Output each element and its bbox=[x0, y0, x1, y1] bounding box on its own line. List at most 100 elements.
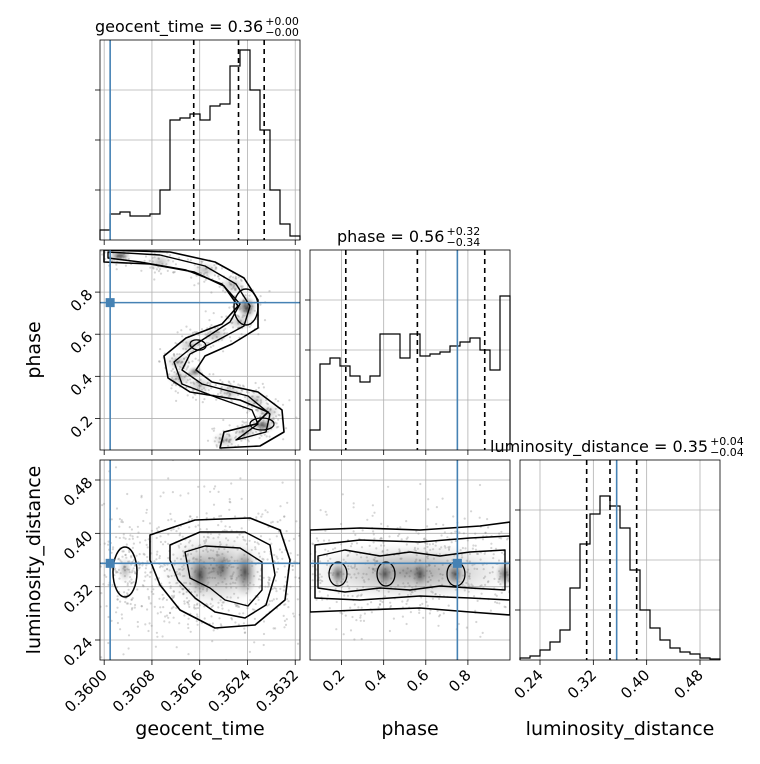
sample-point bbox=[254, 602, 257, 606]
sample-point bbox=[276, 557, 279, 560]
sample-point bbox=[210, 324, 213, 327]
sample-point bbox=[187, 617, 190, 620]
sample-point bbox=[641, 580, 643, 582]
sample-point bbox=[429, 609, 432, 612]
sample-point bbox=[457, 622, 460, 626]
sample-point bbox=[146, 555, 149, 559]
sample-point bbox=[131, 537, 134, 540]
sample-point bbox=[495, 594, 498, 598]
sample-point bbox=[146, 546, 149, 549]
sample-point bbox=[478, 516, 481, 519]
sample-point bbox=[301, 592, 303, 594]
sample-point bbox=[306, 512, 308, 514]
sample-point bbox=[147, 597, 151, 600]
histogram-panel-phase bbox=[305, 249, 511, 455]
sample-point bbox=[111, 548, 114, 551]
sample-point bbox=[145, 511, 148, 514]
sample-point bbox=[418, 611, 421, 615]
sample-point bbox=[172, 528, 175, 531]
error-minus-luminosity_distance: −0.04 bbox=[710, 446, 744, 459]
sample-point bbox=[170, 594, 174, 598]
sample-point bbox=[496, 601, 499, 605]
sample-point bbox=[220, 267, 224, 270]
sample-point bbox=[178, 534, 181, 537]
sample-point bbox=[500, 551, 504, 554]
sample-point bbox=[335, 505, 337, 507]
contour-line bbox=[328, 561, 348, 587]
sample-point bbox=[253, 641, 256, 644]
sample-point bbox=[129, 602, 132, 606]
sample-point bbox=[219, 378, 222, 382]
sample-point bbox=[364, 536, 366, 538]
sample-point bbox=[154, 645, 157, 648]
sample-point bbox=[107, 583, 110, 587]
error-minus-phase: −0.34 bbox=[446, 236, 480, 249]
sample-point bbox=[563, 577, 565, 579]
sample-point bbox=[334, 547, 337, 550]
sample-point bbox=[241, 384, 245, 387]
sample-point bbox=[272, 598, 275, 601]
sample-point bbox=[151, 585, 154, 588]
sample-point bbox=[282, 438, 285, 441]
histogram-step-phase bbox=[309, 295, 511, 450]
sample-point bbox=[547, 527, 549, 529]
sample-point bbox=[101, 253, 104, 256]
sample-point bbox=[112, 546, 115, 549]
sample-point bbox=[604, 571, 606, 573]
sample-point bbox=[158, 555, 161, 558]
sample-point bbox=[161, 598, 164, 601]
sample-point bbox=[298, 523, 300, 525]
sample-point bbox=[200, 328, 204, 331]
sample-point bbox=[143, 259, 146, 262]
sample-point bbox=[463, 517, 466, 520]
sample-point bbox=[658, 498, 660, 500]
sample-point bbox=[197, 282, 200, 285]
sample-point bbox=[446, 536, 449, 539]
sample-point bbox=[425, 538, 428, 542]
sample-point bbox=[127, 634, 131, 637]
sample-point bbox=[240, 333, 243, 336]
sample-point bbox=[392, 617, 395, 620]
sample-point bbox=[254, 630, 256, 632]
sample-point bbox=[176, 391, 180, 394]
sample-point bbox=[435, 506, 438, 509]
sample-point bbox=[220, 315, 223, 319]
sample-point bbox=[263, 433, 266, 436]
sample-point bbox=[114, 569, 117, 573]
sample-point bbox=[172, 271, 175, 274]
contour-line bbox=[376, 561, 396, 587]
sample-point bbox=[175, 606, 178, 610]
sample-point bbox=[318, 590, 321, 593]
density-blob bbox=[233, 546, 257, 598]
sample-point bbox=[262, 386, 265, 389]
sample-point bbox=[131, 535, 134, 538]
sample-point bbox=[535, 571, 537, 573]
sample-point bbox=[87, 570, 89, 572]
sample-point bbox=[277, 400, 280, 403]
sample-point bbox=[267, 583, 270, 587]
sample-point bbox=[196, 615, 199, 618]
sample-point bbox=[280, 555, 282, 557]
sample-point bbox=[132, 567, 135, 570]
sample-point bbox=[130, 528, 133, 531]
sample-point bbox=[710, 546, 712, 548]
sample-point bbox=[603, 582, 605, 584]
sample-point bbox=[187, 603, 190, 606]
sample-point bbox=[511, 546, 513, 548]
sample-point bbox=[275, 535, 278, 538]
sample-point bbox=[213, 487, 216, 490]
sample-point bbox=[314, 615, 316, 617]
sample-point bbox=[282, 614, 285, 618]
sample-point bbox=[377, 606, 380, 609]
sample-point bbox=[562, 529, 564, 531]
sample-point bbox=[146, 574, 149, 577]
sample-point bbox=[273, 553, 276, 557]
sample-point bbox=[94, 584, 96, 586]
density-blob bbox=[410, 560, 430, 588]
sample-point bbox=[524, 587, 526, 589]
sample-point bbox=[258, 436, 261, 440]
sample-point bbox=[528, 564, 530, 566]
sample-point bbox=[116, 621, 119, 625]
density-blob bbox=[117, 556, 133, 584]
sample-point bbox=[203, 617, 206, 620]
